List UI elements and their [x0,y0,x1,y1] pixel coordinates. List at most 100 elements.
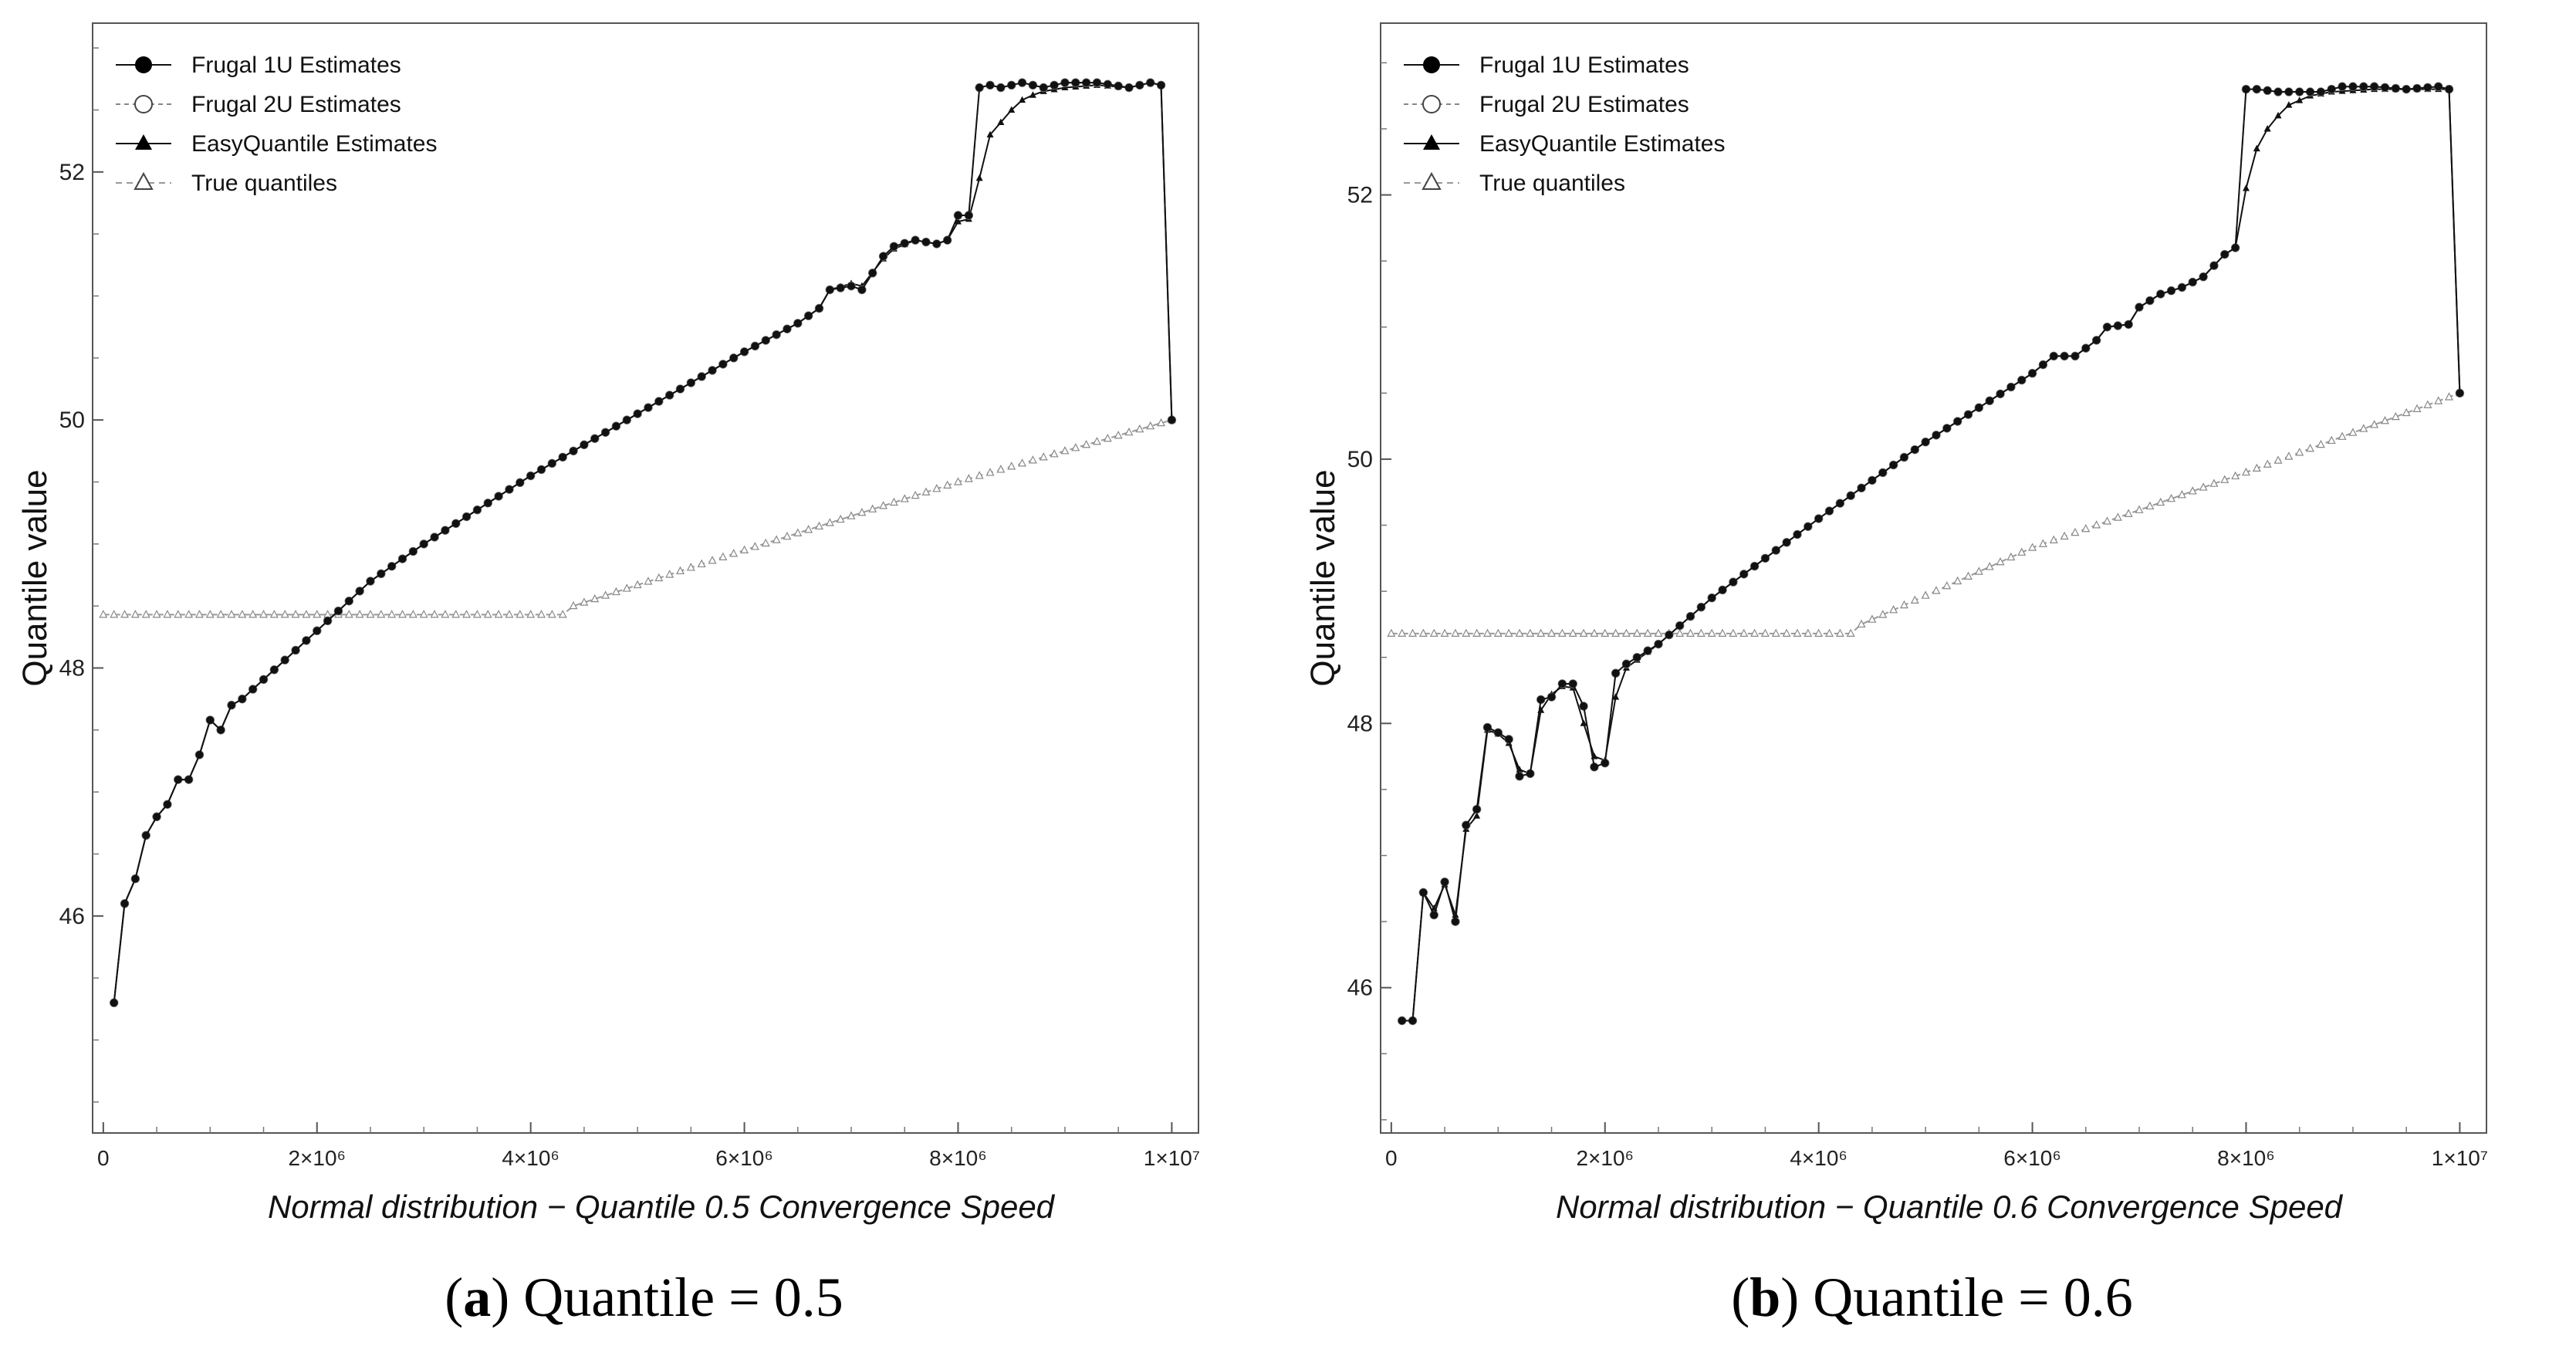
data-point [815,304,823,313]
data-point [120,899,129,908]
data-point [1771,628,1780,637]
y-axis-label: Quantile value [1304,469,1342,686]
data-point [1697,603,1706,611]
data-point [1750,628,1760,637]
y-tick-label: 50 [59,408,85,433]
data-point [1889,461,1898,469]
data-point [184,776,193,784]
data-point [2338,431,2347,440]
data-point [495,492,503,500]
data-point [1942,424,1951,432]
legend-label: EasyQuantile Estimates [1479,131,1725,157]
x-axis-label: Normal distribution − Quantile 0.5 Conve… [268,1189,1056,1225]
data-point [1825,628,1834,637]
data-point [505,610,514,618]
data-point [2135,505,2144,513]
data-point [601,428,610,437]
data-point [2412,404,2422,412]
data-point [313,610,322,618]
data-point [837,284,845,293]
data-point [1836,499,1844,508]
data-point [1782,628,1791,637]
data-point [1580,719,1587,726]
data-point [505,485,513,494]
data-point [2316,439,2325,448]
data-point [2081,523,2091,533]
data-point [996,465,1006,473]
data-point [152,610,161,618]
data-point [2167,493,2176,502]
data-point [2145,501,2155,510]
data-point [1964,411,1973,419]
data-point [1996,390,2005,398]
data-point [1868,614,1877,623]
data-point [1494,729,1503,737]
data-point [1526,628,1535,637]
data-point [1719,586,1727,594]
data-point [1686,628,1695,637]
data-point [921,238,930,246]
data-point [356,587,364,595]
caption-a-letter: a [463,1267,492,1328]
data-point [1504,628,1513,637]
data-point [1157,418,1166,427]
x-tick-label: 6×10⁶ [715,1146,773,1170]
data-point [1039,452,1048,461]
data-point [826,286,834,294]
data-point [2113,512,2122,521]
data-point [2456,389,2464,397]
data-point [1804,628,1813,637]
data-point [2328,85,2336,93]
legend-label: True quantiles [1479,171,1625,196]
y-tick-label: 52 [59,160,85,185]
legend-marker-open-circle [1422,95,1441,113]
data-point [1899,600,1908,609]
legend-label: Frugal 2U Estimates [1479,92,1689,117]
data-point [2220,250,2229,259]
data-point [451,610,461,618]
data-point [1082,79,1090,87]
data-point [1847,492,1855,500]
data-point [1974,566,1983,575]
data-point [1007,462,1016,470]
data-point [2050,352,2058,360]
data-point [2423,83,2432,92]
data-point [398,610,407,618]
data-point [2274,88,2283,96]
data-point [633,580,642,589]
data-point [2391,411,2400,421]
data-point [2359,83,2368,91]
data-point [1050,449,1059,458]
data-point [259,610,269,618]
data-point [323,617,332,625]
data-point [814,521,823,530]
data-point [740,347,749,356]
legend-marker-open-triangle [134,171,154,190]
data-point [2178,283,2186,292]
data-point [2071,352,2079,360]
data-point [2370,420,2379,428]
data-point [2189,278,2197,286]
chart-b: 0 2×10⁶ 4×10⁶ 6×10⁶ 8×10⁶ 1×10⁷ 46 48 50 52 Quanti… [1304,22,2488,1225]
data-point [291,610,300,618]
data-point [1029,91,1036,98]
caption-b-letter: b [1749,1267,1781,1328]
data-point [1707,628,1716,637]
data-point [687,378,695,387]
data-point [698,372,706,380]
data-point [473,506,482,514]
data-point [847,511,856,519]
data-point [1558,679,1567,688]
data-point [227,610,236,618]
data-point [1029,81,1037,90]
data-point [2252,463,2261,472]
data-point [398,555,407,563]
data-point [1018,79,1026,87]
data-point [1858,484,1866,492]
data-point [2359,424,2368,432]
data-point [1590,763,1598,771]
data-point [559,453,567,462]
data-point [2028,543,2037,551]
data-point [1526,769,1534,778]
data-point [921,487,931,495]
